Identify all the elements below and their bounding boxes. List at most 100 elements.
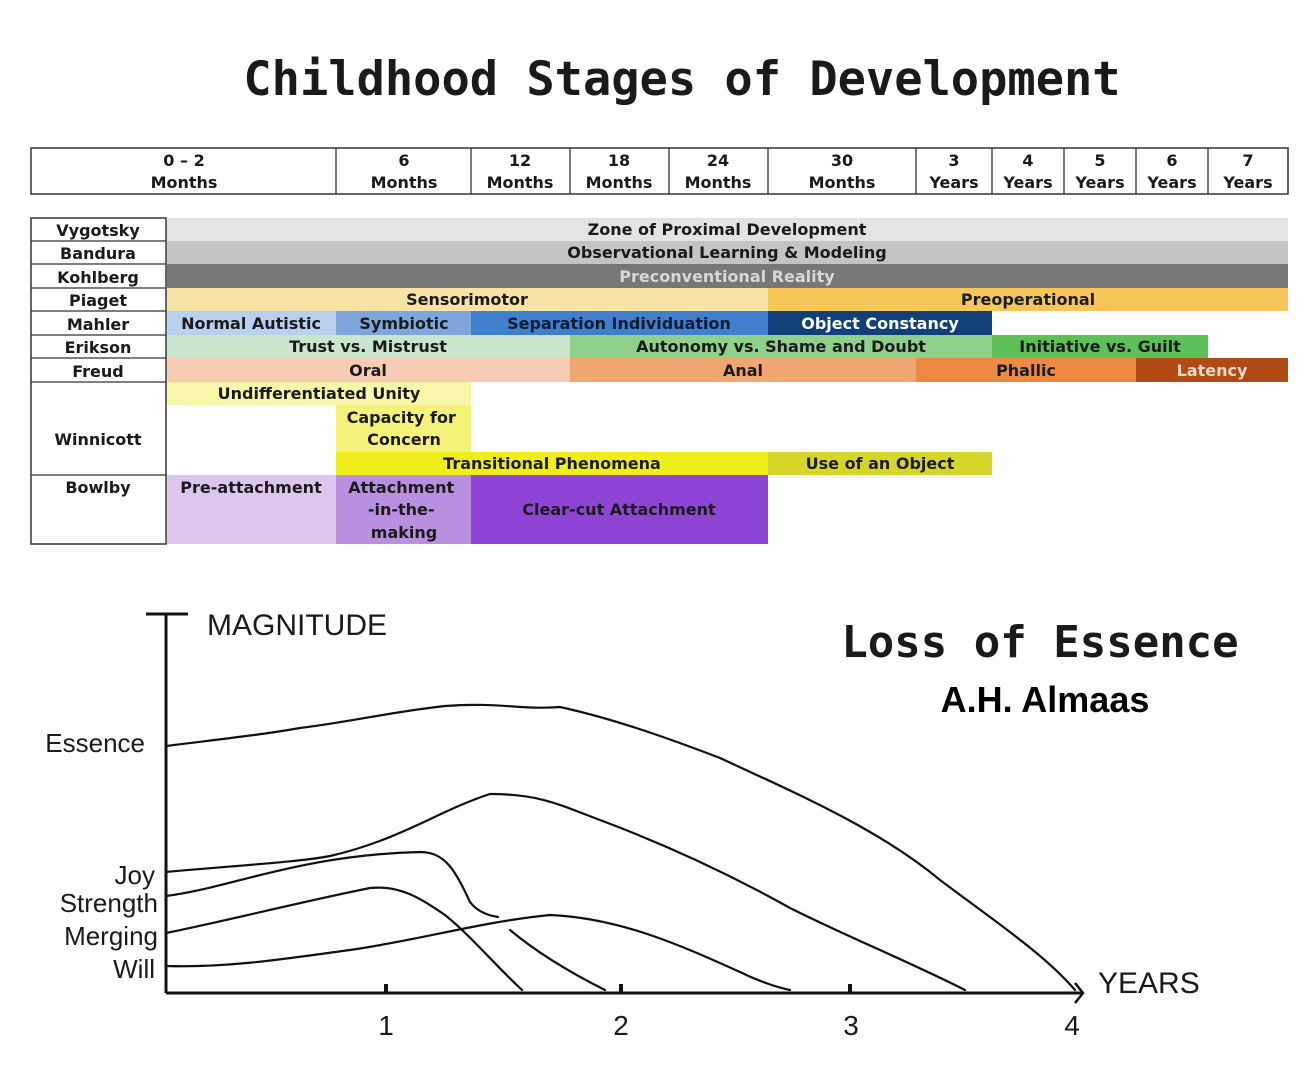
header-age-unit: Months xyxy=(586,173,653,192)
header-age-value: 18 xyxy=(608,151,630,170)
curve-essence xyxy=(164,703,1077,992)
header-age-value: 12 xyxy=(509,151,531,170)
curve-merging xyxy=(164,886,524,992)
header-age-unit: Years xyxy=(1146,173,1196,192)
theorist-piaget: Piaget xyxy=(69,291,127,310)
header-age-unit: Months xyxy=(371,173,438,192)
header-age-unit: Years xyxy=(1074,173,1124,192)
stage-bar-anal xyxy=(570,358,916,382)
theorist-erikson: Erikson xyxy=(65,338,132,357)
stage-bars: Zone of Proximal Development Observation… xyxy=(167,218,1288,544)
series-label-joy: Joy xyxy=(115,860,155,890)
stage-bar-initiative xyxy=(992,335,1208,358)
stage-bar-sensorimotor xyxy=(167,288,768,311)
stage-label: Latency xyxy=(1177,361,1248,380)
header-age-unit: Years xyxy=(1002,173,1052,192)
stage-label: Phallic xyxy=(996,361,1056,380)
series-label-strength: Strength xyxy=(60,888,158,918)
header-age-value: 7 xyxy=(1242,151,1253,170)
curve-strength xyxy=(164,850,500,919)
stage-label: Zone of Proximal Development xyxy=(588,220,867,239)
theorist-column: Vygotsky Bandura Kohlberg Piaget Mahler … xyxy=(30,217,167,545)
theorist-mahler: Mahler xyxy=(67,315,129,334)
header-age-value: 5 xyxy=(1094,151,1105,170)
stage-label: Symbiotic xyxy=(359,314,448,333)
stage-bar-phallic xyxy=(916,358,1136,382)
stage-bar-object-constancy xyxy=(768,311,992,335)
stage-bar-vygotsky xyxy=(167,218,1288,241)
stage-bar-normal-autistic xyxy=(167,311,336,335)
stage-bar-latency xyxy=(1136,358,1288,382)
stage-label-line: -in-the- xyxy=(368,500,435,519)
stage-bar-use-of-an-object xyxy=(768,452,992,475)
stage-label: Initiative vs. Guilt xyxy=(1019,337,1181,356)
x-tick-label: 2 xyxy=(613,1010,629,1041)
header-age-unit: Months xyxy=(685,173,752,192)
timeline-header-frame xyxy=(30,147,1289,195)
stage-label: Transitional Phenomena xyxy=(443,454,661,473)
stage-label: Attachment -in-the- making xyxy=(348,478,460,542)
header-age-value: 0 – 2 xyxy=(163,151,204,170)
header-age-value: 3 xyxy=(948,151,959,170)
stage-label-line: Concern xyxy=(367,430,441,449)
stage-bar-transitional-phenomena xyxy=(336,452,768,475)
stage-bar-autonomy xyxy=(570,335,992,358)
curve-will xyxy=(164,913,792,992)
page-title: Childhood Stages of Development xyxy=(243,52,1120,107)
stage-label-line: Attachment xyxy=(348,478,454,497)
stage-bar-pre-attachment xyxy=(167,475,336,544)
stage-label: Undifferentiated Unity xyxy=(218,384,421,403)
theorist-winnicott: Winnicott xyxy=(54,430,142,449)
graph-title: Loss of Essence xyxy=(841,617,1238,668)
stage-label: Trust vs. Mistrust xyxy=(289,337,447,356)
header-age-unit: Years xyxy=(928,173,978,192)
stage-label: Capacity for Concern xyxy=(347,408,462,449)
theorist-bowlby: Bowlby xyxy=(65,478,131,497)
curve-strength-tail xyxy=(508,928,607,992)
stage-bar-attachment-in-the-making xyxy=(336,475,471,544)
theorist-kohlberg: Kohlberg xyxy=(57,268,139,287)
stage-bar-preoperational xyxy=(768,288,1288,311)
stage-label: Anal xyxy=(723,361,763,380)
x-axis-arrow xyxy=(1074,982,1085,1004)
stage-label: Use of an Object xyxy=(806,454,955,473)
header-age-value: 24 xyxy=(707,151,729,170)
stage-bar-clear-cut-attachment xyxy=(471,475,768,544)
x-tick-label: 3 xyxy=(843,1010,859,1041)
header-age-value: 30 xyxy=(831,151,853,170)
stage-bar-kohlberg xyxy=(167,264,1288,288)
theorist-freud: Freud xyxy=(72,362,124,381)
stage-bar-capacity-for-concern xyxy=(336,405,471,452)
stage-label: Pre-attachment xyxy=(180,478,322,497)
stage-label-line: Capacity for xyxy=(347,408,456,427)
theorist-column-frame xyxy=(30,217,167,545)
header-age-unit: Years xyxy=(1222,173,1272,192)
stage-label: Preconventional Reality xyxy=(619,267,835,286)
stage-bar-symbiotic xyxy=(336,311,471,335)
x-tick-label: 1 xyxy=(378,1010,394,1041)
stage-label: Autonomy vs. Shame and Doubt xyxy=(636,337,926,356)
header-age-unit: Months xyxy=(151,173,218,192)
theorist-vygotsky: Vygotsky xyxy=(56,221,140,240)
stage-bar-oral xyxy=(167,358,570,382)
header-age-unit: Months xyxy=(809,173,876,192)
curve-joy xyxy=(164,792,967,992)
header-age-value: 6 xyxy=(398,151,409,170)
series-label-merging: Merging xyxy=(64,921,158,951)
stage-label: Sensorimotor xyxy=(406,290,528,309)
series-label-will: Will xyxy=(113,954,155,984)
header-age-value: 4 xyxy=(1022,151,1033,170)
header-age-unit: Months xyxy=(487,173,554,192)
stage-label: Clear-cut Attachment xyxy=(522,500,716,519)
timeline-header: 0 – 2 Months 6 Months 12 Months 18 Month… xyxy=(30,147,1289,195)
x-tick-label: 4 xyxy=(1064,1010,1080,1041)
stage-label: Observational Learning & Modeling xyxy=(567,243,887,262)
stage-label: Oral xyxy=(349,361,387,380)
stage-label: Separation Individuation xyxy=(507,314,731,333)
theorist-bandura: Bandura xyxy=(60,244,136,263)
stage-bar-bandura xyxy=(167,241,1288,264)
x-axis-label: YEARS xyxy=(1098,967,1200,1000)
stage-bar-undifferentiated-unity xyxy=(167,382,471,405)
stage-label: Normal Autistic xyxy=(181,314,321,333)
